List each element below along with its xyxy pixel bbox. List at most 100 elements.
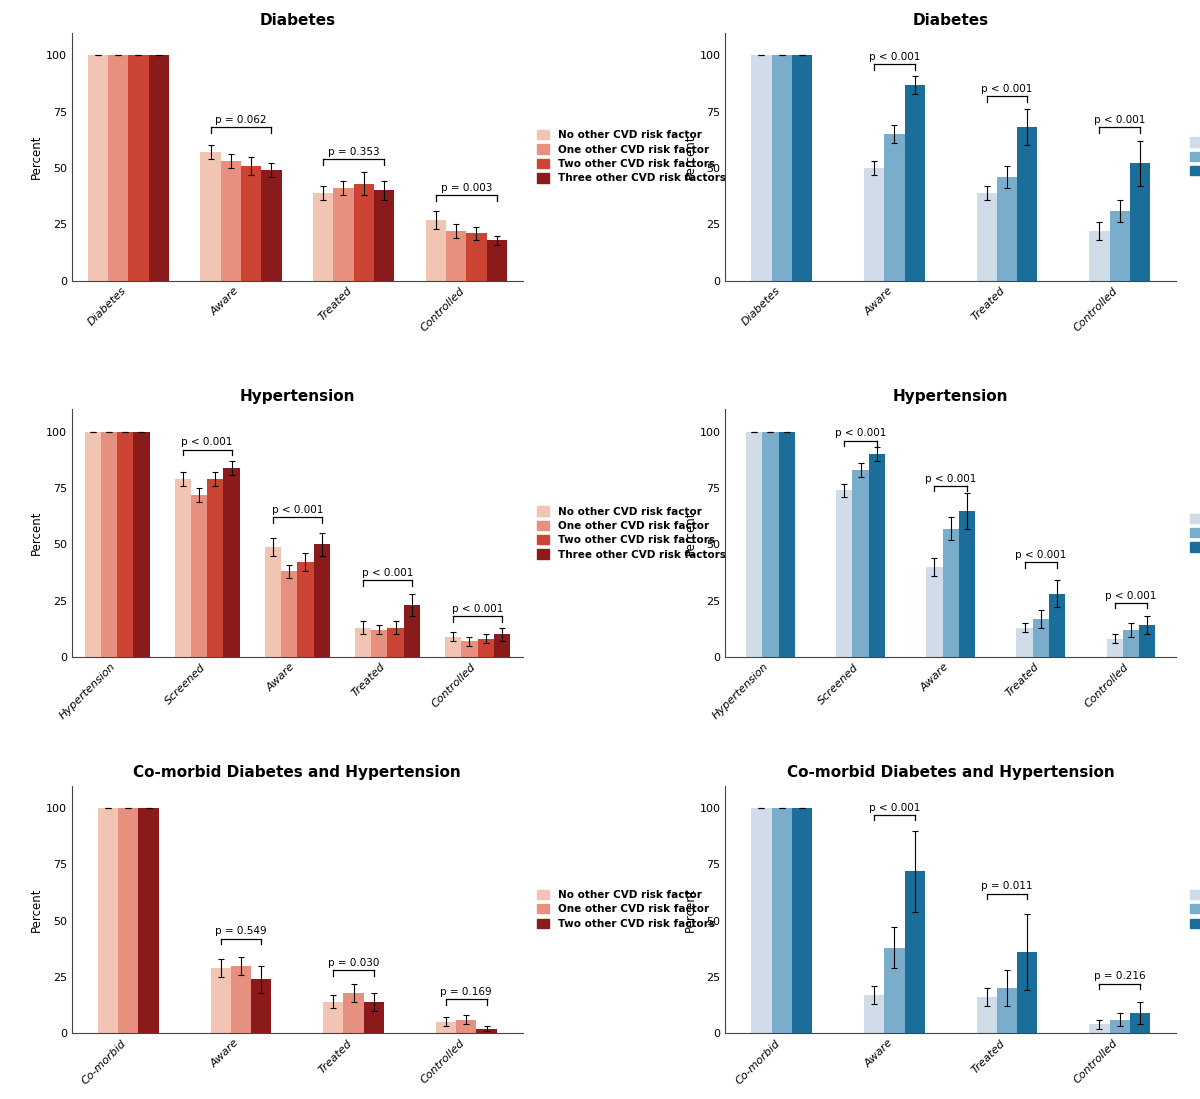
Text: p < 0.001: p < 0.001 <box>925 474 977 484</box>
Text: p = 0.549: p = 0.549 <box>215 926 266 936</box>
Bar <box>884 134 905 280</box>
Bar <box>1139 625 1156 657</box>
Bar <box>128 55 149 280</box>
Bar <box>746 432 762 657</box>
Bar <box>364 1001 384 1033</box>
Bar <box>374 190 394 280</box>
Title: Hypertension: Hypertension <box>240 389 355 404</box>
Bar <box>1130 1013 1150 1033</box>
Bar <box>354 184 374 280</box>
Bar <box>1016 628 1033 657</box>
Bar <box>836 490 852 657</box>
Bar <box>208 479 223 657</box>
Text: p < 0.001: p < 0.001 <box>452 604 503 614</box>
Bar <box>436 1022 456 1033</box>
Bar <box>1130 164 1150 280</box>
Bar <box>456 1020 476 1033</box>
Y-axis label: Percent: Percent <box>684 134 697 179</box>
Bar <box>905 872 925 1033</box>
Bar <box>133 432 150 657</box>
Bar <box>101 432 118 657</box>
Y-axis label: Percent: Percent <box>30 511 43 555</box>
Text: p = 0.030: p = 0.030 <box>328 958 379 968</box>
Y-axis label: Percent: Percent <box>30 134 43 179</box>
Bar <box>221 162 241 280</box>
Text: p < 0.001: p < 0.001 <box>1015 550 1067 560</box>
Y-axis label: Percent: Percent <box>30 887 43 932</box>
Bar <box>779 432 794 657</box>
Text: p < 0.001: p < 0.001 <box>181 437 233 447</box>
Bar <box>977 192 997 280</box>
Bar <box>175 479 191 657</box>
Bar <box>323 1001 343 1033</box>
Bar <box>942 529 959 657</box>
Text: p = 0.003: p = 0.003 <box>440 182 492 192</box>
Text: p < 0.001: p < 0.001 <box>869 802 920 812</box>
Bar <box>210 968 230 1033</box>
Bar <box>884 947 905 1033</box>
Bar <box>864 168 884 280</box>
Bar <box>869 454 884 657</box>
Text: p = 0.169: p = 0.169 <box>440 987 492 997</box>
Bar <box>1110 211 1130 280</box>
Bar <box>343 992 364 1033</box>
Bar <box>1018 952 1038 1033</box>
Bar <box>241 166 262 280</box>
Bar <box>751 808 772 1033</box>
Bar <box>334 188 354 280</box>
Bar <box>1106 639 1123 657</box>
Bar <box>191 495 208 657</box>
Text: p < 0.001: p < 0.001 <box>869 53 920 63</box>
Bar <box>461 641 478 657</box>
Bar <box>138 808 158 1033</box>
Bar <box>792 55 812 280</box>
Text: p = 0.353: p = 0.353 <box>328 147 379 157</box>
Bar <box>98 808 118 1033</box>
Bar <box>762 432 779 657</box>
Bar <box>905 85 925 280</box>
Bar <box>1018 127 1038 280</box>
Bar <box>959 511 976 657</box>
Bar <box>864 995 884 1033</box>
Bar <box>426 220 446 280</box>
Bar <box>997 988 1018 1033</box>
Title: Hypertension: Hypertension <box>893 389 1008 404</box>
Bar <box>792 808 812 1033</box>
Bar <box>313 192 334 280</box>
Bar <box>118 808 138 1033</box>
Bar <box>1110 1020 1130 1033</box>
Legend: No other CVD risk factor, One other CVD risk factor, Two other CVD risk factors,: No other CVD risk factor, One other CVD … <box>536 130 726 184</box>
Bar <box>262 170 282 280</box>
Text: p < 0.001: p < 0.001 <box>835 429 887 439</box>
Y-axis label: Percent: Percent <box>684 511 697 555</box>
Bar <box>1090 1024 1110 1033</box>
Bar <box>1123 630 1139 657</box>
Text: p < 0.001: p < 0.001 <box>1094 115 1145 125</box>
Bar <box>1049 593 1066 657</box>
Title: Diabetes: Diabetes <box>259 12 335 27</box>
Bar <box>445 636 461 657</box>
Bar <box>118 432 133 657</box>
Text: p < 0.001: p < 0.001 <box>361 568 413 578</box>
Y-axis label: Percent: Percent <box>684 887 697 932</box>
Bar <box>926 567 942 657</box>
Bar <box>486 240 506 280</box>
Text: p < 0.001: p < 0.001 <box>271 506 323 515</box>
Title: Co-morbid Diabetes and Hypertension: Co-morbid Diabetes and Hypertension <box>133 765 461 780</box>
Bar <box>1090 231 1110 280</box>
Bar <box>265 546 281 657</box>
Bar <box>751 55 772 280</box>
Bar <box>997 177 1018 280</box>
Bar <box>388 628 403 657</box>
Bar <box>200 153 221 280</box>
Legend: No Asthma/Anemia, Asthma or Anemia, Asthma and Anemia: No Asthma/Anemia, Asthma or Anemia, Asth… <box>1190 890 1200 929</box>
Bar <box>772 808 792 1033</box>
Text: p < 0.001: p < 0.001 <box>982 84 1033 93</box>
Bar <box>223 468 240 657</box>
Bar <box>772 55 792 280</box>
Text: p = 0.062: p = 0.062 <box>215 115 266 125</box>
Legend: No other CVD risk factor, One other CVD risk factor, Two other CVD risk factors: No other CVD risk factor, One other CVD … <box>536 890 715 929</box>
Bar <box>298 563 313 657</box>
Text: p = 0.216: p = 0.216 <box>1094 972 1146 981</box>
Bar <box>149 55 169 280</box>
